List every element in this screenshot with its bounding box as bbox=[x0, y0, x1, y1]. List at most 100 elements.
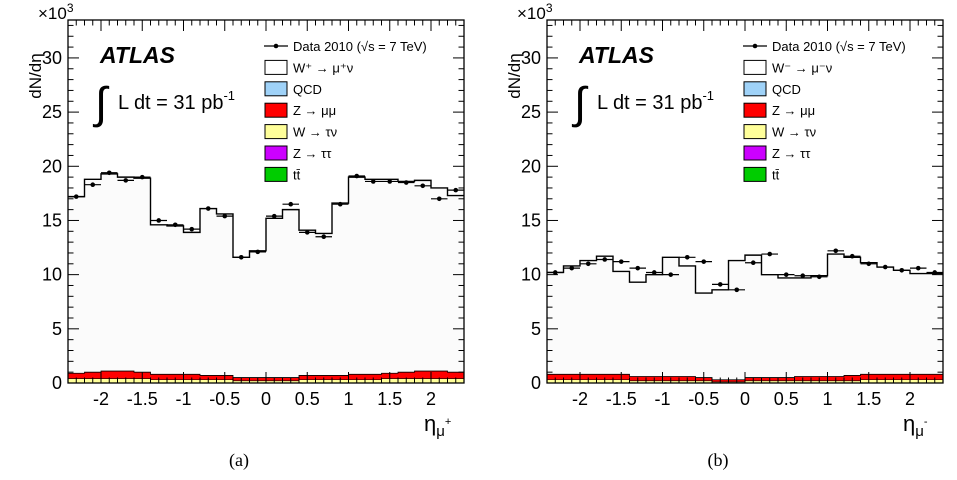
chart-a: -2 -1.5 -1 -0.5 0 0.5 1 1.5 2051015202530×103dN/… bbox=[26, 1, 465, 471]
c1-data-point bbox=[767, 251, 773, 257]
c1-bar-signal bbox=[629, 282, 646, 377]
c0-bar-signal bbox=[282, 209, 299, 378]
c1-legend: Data 2010 (√s = 7 TeV) W⁻ → μ⁻ν QCD Z → μμ W… bbox=[743, 39, 906, 182]
c0-legend-swatch bbox=[264, 81, 288, 97]
c0-bar-signal bbox=[101, 173, 118, 372]
c0-data-point bbox=[255, 249, 261, 255]
c0-data-point bbox=[238, 255, 244, 260]
c1-x-tick-label: -2 bbox=[572, 389, 588, 409]
c1-legend-label: Z → μμ bbox=[772, 103, 815, 118]
c0-bar-zmumu bbox=[84, 372, 101, 379]
c0-data-point bbox=[90, 182, 96, 188]
c0-integral-sign: ∫ bbox=[92, 79, 110, 128]
c0-y-tick-label: 0 bbox=[52, 373, 62, 393]
c1-data-points bbox=[547, 248, 943, 293]
c1-bar-signal bbox=[827, 254, 844, 377]
c1-legend-label: W → τν bbox=[772, 125, 816, 140]
c0-data-point bbox=[123, 178, 129, 183]
c0-bar-signal bbox=[68, 196, 85, 374]
c1-experiment-label: ATLAS bbox=[578, 42, 655, 68]
c0-bar-signal bbox=[233, 257, 250, 378]
c1-bar-signal bbox=[712, 289, 729, 380]
c1-bar-signal bbox=[877, 267, 894, 375]
c1-bar-signal bbox=[811, 275, 828, 377]
c0-bar-signal bbox=[216, 213, 233, 376]
c1-integral-sign: ∫ bbox=[571, 79, 589, 128]
c1-y-multiplier: ×103 bbox=[517, 1, 553, 23]
c1-x-tick-label: 2 bbox=[905, 389, 915, 409]
c1-stack-bars bbox=[547, 254, 943, 383]
c0-data-point bbox=[337, 201, 343, 207]
c0-legend-data-marker bbox=[273, 43, 279, 49]
c1-bar-zmumu bbox=[563, 374, 580, 380]
c1-data-point bbox=[915, 265, 921, 271]
c1-data-point bbox=[899, 268, 905, 273]
c0-bar-zmumu bbox=[431, 371, 448, 379]
c0-y-tick-label: 10 bbox=[42, 265, 62, 285]
c1-x-tick-label: -1 bbox=[654, 389, 670, 409]
c0-data-point bbox=[288, 201, 294, 207]
c1-bar-zmumu bbox=[910, 374, 927, 380]
c1-bar-signal bbox=[547, 272, 564, 375]
c0-bar-signal bbox=[365, 179, 382, 375]
c1-x-axis-title: ημ- bbox=[903, 411, 928, 440]
c1-legend-swatch bbox=[743, 59, 767, 75]
c1-data-point bbox=[552, 270, 558, 275]
c0-bar-signal bbox=[398, 181, 415, 373]
c1-data-point bbox=[651, 270, 657, 275]
c1-y-multiplier-exp: 3 bbox=[546, 1, 553, 15]
c0-data-point bbox=[73, 194, 79, 199]
c1-data-point bbox=[602, 257, 608, 262]
c0-x-tick-label: 2 bbox=[426, 389, 436, 409]
c1-x-tick-label: -0.5 bbox=[688, 389, 719, 409]
c1-y-axis-title: dN/dη bbox=[505, 53, 524, 98]
c0-stack-bars bbox=[68, 173, 464, 383]
c0-legend-label: W⁺ → μ⁺ν bbox=[293, 60, 353, 75]
c0-x-axis-title: ημ+ bbox=[424, 411, 451, 440]
c0-bar-signal bbox=[315, 233, 332, 376]
panel-b: -2 -1.5 -1 -0.5 0 0.5 1 1.5 2 0 5 10 15 20 25 30 ×103 dN/… bbox=[479, 0, 957, 475]
c0-legend: Data 2010 (√s = 7 TeV) W⁺ → μ⁺ν QCD Z → μμ W… bbox=[264, 39, 427, 182]
c1-bar-signal bbox=[563, 265, 580, 375]
c0-data-point bbox=[271, 213, 277, 219]
c1-bar-signal bbox=[778, 277, 795, 378]
c0-y-multiplier: ×103 bbox=[38, 1, 74, 23]
c0-bar-signal bbox=[183, 232, 200, 375]
c1-bar-zmumu bbox=[547, 374, 564, 380]
c0-data-point bbox=[354, 173, 360, 179]
c1-legend-swatch bbox=[743, 124, 767, 140]
c1-bar-zmumu bbox=[893, 374, 910, 380]
c0-x-tick-label: -1 bbox=[175, 389, 191, 409]
c1-data-point bbox=[635, 265, 641, 271]
c0-legend-swatch bbox=[264, 59, 288, 75]
c0-legend-swatch bbox=[264, 145, 288, 161]
c0-bar-signal bbox=[84, 179, 101, 373]
c1-data-point bbox=[734, 287, 740, 293]
c0-bar-signal bbox=[431, 187, 448, 372]
c1-bar-signal bbox=[844, 257, 861, 376]
c0-data-point bbox=[189, 226, 195, 232]
c1-legend-label: QCD bbox=[772, 82, 801, 97]
c0-bar-signal bbox=[299, 230, 316, 376]
c1-data-point bbox=[849, 253, 855, 259]
c1-data-point bbox=[569, 265, 575, 271]
c1-y-tick-label: 20 bbox=[521, 156, 541, 176]
c1-data-point bbox=[783, 272, 789, 277]
c1-axes bbox=[546, 20, 944, 384]
c1-bar-signal bbox=[745, 255, 762, 378]
c0-x-tick-label: 1.5 bbox=[377, 389, 402, 409]
c1-data-point bbox=[932, 270, 938, 275]
c1-bar-zmumu bbox=[926, 374, 943, 380]
c0-legend-swatch bbox=[264, 102, 288, 118]
c1-bar-signal bbox=[646, 274, 663, 377]
c0-data-point bbox=[321, 234, 327, 240]
c1-x-tick-label: -1.5 bbox=[606, 389, 637, 409]
c0-data-point bbox=[387, 179, 393, 184]
c1-data-point bbox=[618, 259, 624, 264]
c1-data-point bbox=[882, 264, 888, 270]
c1-bar-signal bbox=[910, 273, 927, 375]
c0-x-tick-label: 1 bbox=[343, 389, 353, 409]
c0-bar-signal bbox=[117, 177, 134, 372]
c0-x-axis-title-sub: μ bbox=[436, 423, 445, 440]
c0-bar-zmumu bbox=[117, 371, 134, 379]
